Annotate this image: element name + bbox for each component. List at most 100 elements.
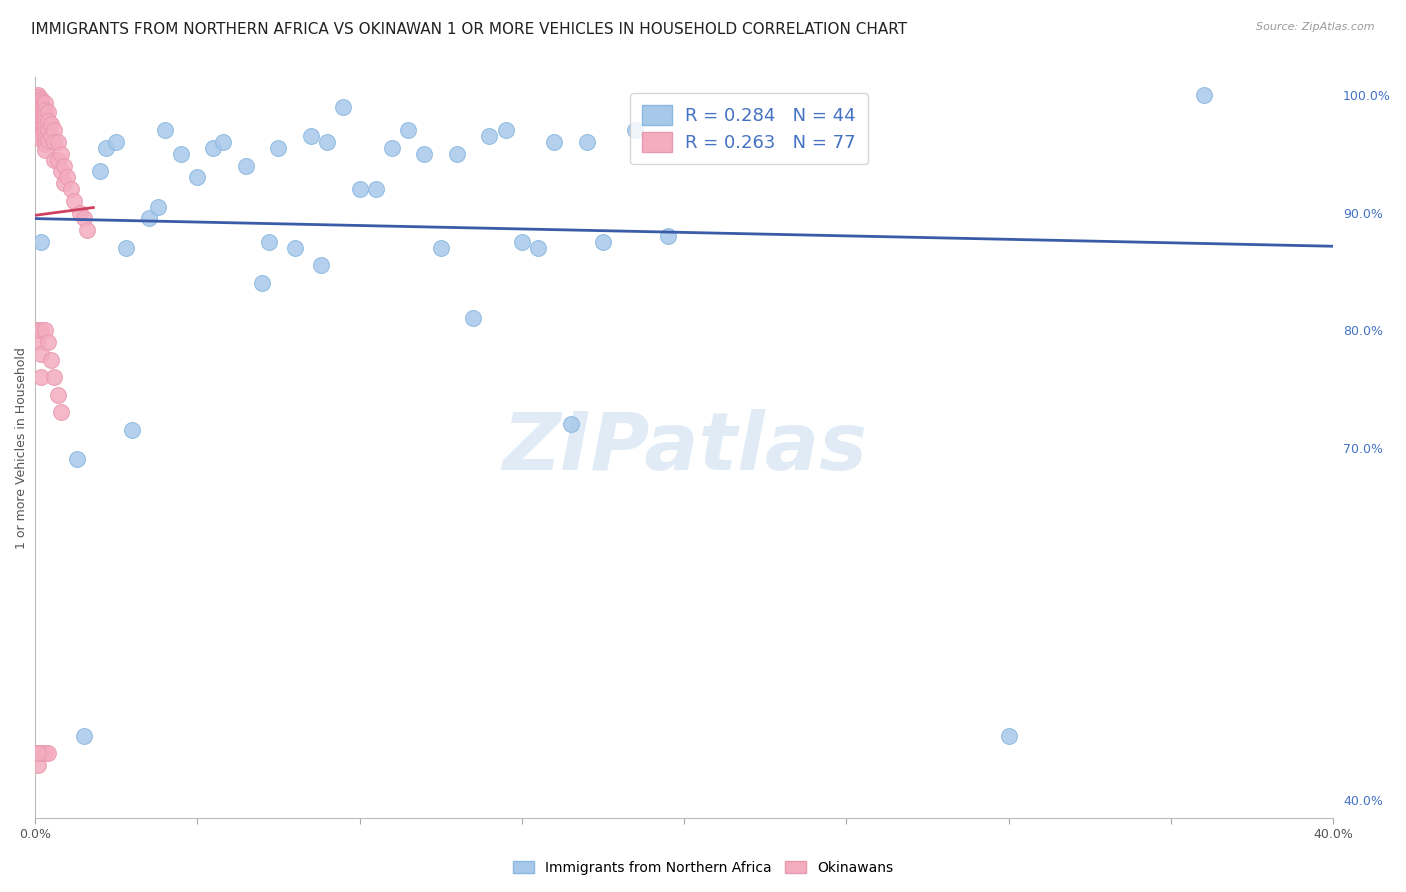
Point: [1192, 88, 1215, 103]
Point: [30, 131, 52, 145]
Point: [114, 241, 136, 255]
Point: [39, 129, 62, 144]
Point: [27, 323, 49, 337]
Point: [30, 746, 52, 760]
Point: [186, 170, 208, 185]
Point: [364, 182, 387, 196]
Point: [592, 235, 614, 249]
Point: [34, 103, 56, 118]
Point: [30, 94, 52, 108]
Point: [148, 200, 170, 214]
Point: [72, 211, 94, 226]
Point: [446, 146, 468, 161]
Text: IMMIGRANTS FROM NORTHERN AFRICA VS OKINAWAN 1 OR MORE VEHICLES IN HOUSEHOLD CORR: IMMIGRANTS FROM NORTHERN AFRICA VS OKINA…: [31, 22, 907, 37]
Point: [30, 111, 52, 125]
Point: [44, 370, 66, 384]
Point: [30, 101, 52, 115]
Point: [27, 93, 49, 107]
Legend: R = 0.284   N = 44, R = 0.263   N = 77: R = 0.284 N = 44, R = 0.263 N = 77: [630, 93, 868, 164]
Point: [37, 334, 59, 349]
Point: [72, 729, 94, 743]
Point: [30, 124, 52, 138]
Point: [299, 129, 322, 144]
Point: [63, 194, 86, 208]
Point: [121, 423, 143, 437]
Point: [30, 370, 52, 384]
Point: [27, 114, 49, 128]
Point: [30, 120, 52, 134]
Point: [44, 123, 66, 137]
Point: [30, 105, 52, 120]
Point: [34, 137, 56, 152]
Point: [27, 746, 49, 760]
Point: [527, 241, 550, 255]
Point: [34, 144, 56, 158]
Point: [27, 97, 49, 112]
Point: [235, 159, 257, 173]
Point: [44, 135, 66, 149]
Point: [138, 211, 160, 226]
Point: [30, 98, 52, 112]
Point: [27, 112, 49, 126]
Point: [66, 452, 89, 467]
Point: [27, 90, 49, 104]
Point: [89, 164, 111, 178]
Point: [34, 131, 56, 145]
Point: [37, 746, 59, 760]
Point: [27, 95, 49, 109]
Point: [30, 92, 52, 106]
Point: [30, 108, 52, 122]
Y-axis label: 1 or more Vehicles in Household: 1 or more Vehicles in Household: [15, 347, 28, 549]
Point: [657, 229, 679, 244]
Point: [37, 123, 59, 137]
Point: [27, 107, 49, 121]
Point: [49, 164, 72, 178]
Point: [30, 323, 52, 337]
Point: [396, 123, 419, 137]
Point: [30, 103, 52, 118]
Point: [37, 133, 59, 147]
Point: [59, 182, 82, 196]
Point: [257, 235, 280, 249]
Point: [46, 153, 69, 167]
Point: [27, 109, 49, 123]
Point: [30, 118, 52, 132]
Point: [46, 388, 69, 402]
Point: [34, 108, 56, 122]
Point: [27, 88, 49, 103]
Point: [30, 127, 52, 141]
Point: [478, 129, 501, 144]
Legend: Immigrants from Northern Africa, Okinawans: Immigrants from Northern Africa, Okinawa…: [508, 855, 898, 880]
Point: [30, 115, 52, 129]
Text: ZIPatlas: ZIPatlas: [502, 409, 866, 487]
Point: [349, 182, 371, 196]
Point: [34, 126, 56, 140]
Point: [27, 758, 49, 772]
Point: [267, 141, 290, 155]
Point: [27, 102, 49, 116]
Point: [37, 114, 59, 128]
Point: [46, 135, 69, 149]
Point: [316, 135, 339, 149]
Point: [997, 729, 1019, 743]
Point: [27, 100, 49, 114]
Point: [429, 241, 451, 255]
Point: [49, 405, 72, 419]
Point: [39, 352, 62, 367]
Point: [34, 323, 56, 337]
Point: [105, 135, 128, 149]
Point: [381, 141, 404, 155]
Point: [284, 241, 307, 255]
Point: [27, 746, 49, 760]
Point: [27, 104, 49, 119]
Point: [30, 235, 52, 249]
Point: [202, 141, 225, 155]
Text: Source: ZipAtlas.com: Source: ZipAtlas.com: [1257, 22, 1375, 32]
Point: [560, 417, 582, 432]
Point: [30, 122, 52, 136]
Point: [510, 235, 533, 249]
Point: [34, 120, 56, 134]
Point: [413, 146, 436, 161]
Point: [34, 746, 56, 760]
Point: [53, 176, 76, 190]
